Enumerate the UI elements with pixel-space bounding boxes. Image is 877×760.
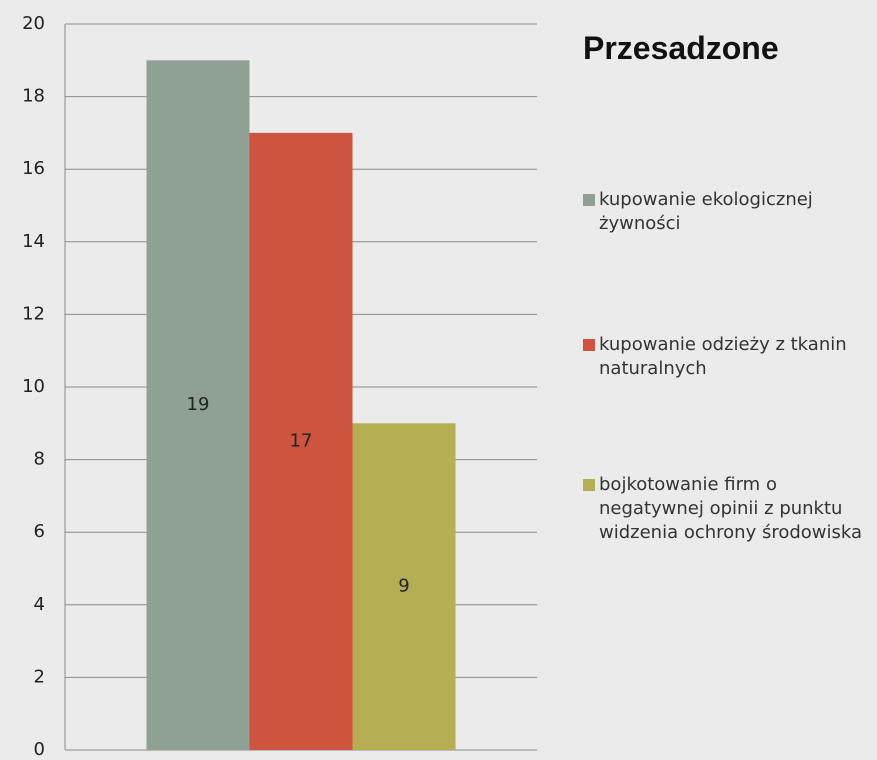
legend-item: kupowanie ekologicznej żywności: [583, 188, 873, 333]
bar: [249, 132, 353, 750]
data-label: 9: [398, 576, 409, 597]
legend-label: kupowanie odzieży z tkanin naturalnych: [599, 334, 847, 379]
y-tick-label: 4: [34, 594, 45, 615]
legend-swatch: [583, 194, 595, 206]
legend-item: bojkotowanie firm o negatywnej opinii z …: [583, 473, 873, 545]
chart-title: Przesadzone: [583, 30, 779, 66]
legend-swatch: [583, 479, 595, 491]
y-tick-label: 0: [34, 739, 45, 760]
y-tick-label: 2: [34, 666, 45, 687]
legend-label: bojkotowanie firm o negatywnej opinii z …: [599, 474, 863, 543]
y-tick-label: 16: [22, 158, 45, 179]
legend-swatch: [583, 339, 595, 351]
y-tick-label: 18: [22, 86, 45, 107]
y-tick-label: 12: [22, 303, 45, 324]
y-tick-label: 14: [22, 231, 45, 252]
legend-label: kupowanie ekologicznej żywności: [599, 189, 813, 234]
y-tick-label: 20: [22, 13, 45, 34]
y-tick-label: 8: [34, 449, 45, 470]
y-tick-label: 10: [22, 376, 45, 397]
legend-item: kupowanie odzieży z tkanin naturalnych: [583, 333, 873, 473]
data-label: 17: [290, 430, 313, 451]
data-label: 19: [187, 394, 210, 415]
y-tick-label: 6: [34, 521, 45, 542]
bar: [146, 60, 250, 751]
bar: [352, 423, 456, 750]
legend: kupowanie ekologicznej żywności kupowanie…: [583, 188, 873, 545]
